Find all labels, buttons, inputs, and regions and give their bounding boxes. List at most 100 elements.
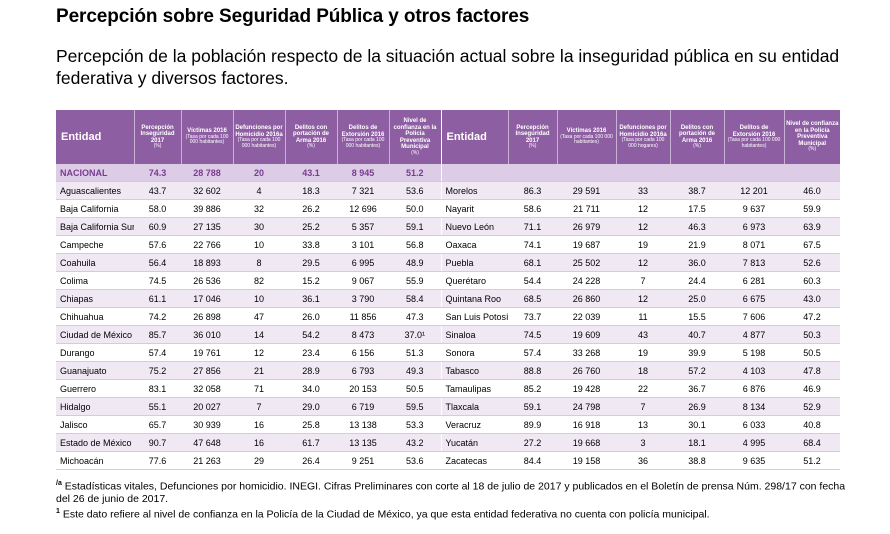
table-cell: 7 321 <box>337 181 389 200</box>
table-row: Hidalgo 55.1 20 027 7 29.0 6 719 59.5 Tlaxcala 5… <box>56 397 840 416</box>
table-header-row: Entidad Percepción Inseguridad 2017 (%) V… <box>56 110 840 164</box>
header-homicidio-left: Defunciones por Homicidio 2016a (Tasa por… <box>232 110 285 164</box>
table-cell: 47.2 <box>784 307 840 326</box>
table-cell: 17.5 <box>670 199 724 218</box>
table-cell: 11 <box>616 307 670 326</box>
table-cell: 12 <box>233 343 285 362</box>
table-cell: 14 <box>233 325 285 344</box>
table-cell: 12 201 <box>724 181 784 200</box>
table-cell: Tabasco <box>440 361 508 380</box>
table-cell: 71.1 <box>508 217 557 236</box>
table-cell: 75.2 <box>134 361 181 380</box>
table-cell: 90.7 <box>134 433 181 452</box>
table-cell: 26 979 <box>557 217 616 236</box>
table-cell: Jalisco <box>56 415 134 434</box>
table-cell: 18.3 <box>285 181 337 200</box>
table-cell: 19 668 <box>557 433 616 452</box>
table-cell: 57.2 <box>670 361 724 380</box>
footnote-a: /a Estadísticas vitales, Defunciones por… <box>56 480 846 505</box>
table-row: Baja California 58.0 39 886 32 26.2 12 696 50.… <box>56 199 840 218</box>
table-cell: 50.5 <box>389 379 441 398</box>
table-cell: 36 <box>616 451 670 470</box>
table-cell: Zacatecas <box>440 451 508 470</box>
table-cell: 6 719 <box>337 397 389 416</box>
table-cell: 16 <box>233 433 285 452</box>
table-cell: 28 788 <box>181 164 233 182</box>
table-cell: 15.2 <box>285 271 337 290</box>
header-victimas-left: Víctimas 2016 (Tasa por cada 100 000 habi… <box>180 110 233 164</box>
table-cell: Aguascalientes <box>56 181 134 200</box>
table-cell: 4 <box>233 181 285 200</box>
table-cell: 57.4 <box>508 343 557 362</box>
table-cell: 47 648 <box>181 433 233 452</box>
table-cell: 11 856 <box>337 307 389 326</box>
table-cell: 74.5 <box>134 271 181 290</box>
table-cell: 6 675 <box>724 289 784 308</box>
table-cell: 4 103 <box>724 361 784 380</box>
table-cell: 21 711 <box>557 199 616 218</box>
table-cell: 26.0 <box>285 307 337 326</box>
table-row: Estado de México 90.7 47 648 16 61.7 13 135 43… <box>56 433 840 452</box>
table-cell: 26 898 <box>181 307 233 326</box>
table-cell: 36.1 <box>285 289 337 308</box>
header-arma-left: Delitos con portación de Arma 2016 (%) <box>284 110 337 164</box>
table-cell: 43.1 <box>285 164 337 182</box>
security-perception-table: Entidad Percepción Inseguridad 2017 (%) V… <box>56 110 840 470</box>
table-cell: 49.3 <box>389 361 441 380</box>
table-row: Aguascalientes 43.7 32 602 4 18.3 7 321 53.6 Mo… <box>56 181 840 200</box>
table-cell: 59.5 <box>389 397 441 416</box>
header-entidad-right: Entidad <box>440 110 508 164</box>
table-cell: 22 <box>616 379 670 398</box>
nacional-row: NACIONAL 74.3 28 788 20 43.1 8 945 51.2 <box>56 164 840 182</box>
table-cell: 40.8 <box>784 415 840 434</box>
table-cell: 51.3 <box>389 343 441 362</box>
table-cell: Guerrero <box>56 379 134 398</box>
table-cell: 4 877 <box>724 325 784 344</box>
header-entidad-left: Entidad <box>56 110 134 164</box>
table-cell: 3 101 <box>337 235 389 254</box>
table-cell: 26 860 <box>557 289 616 308</box>
header-confianza-left: Nivel de confianza en la Policía Prevent… <box>388 110 441 164</box>
table-cell: Durango <box>56 343 134 362</box>
table-cell: 5 357 <box>337 217 389 236</box>
table-cell: 19 609 <box>557 325 616 344</box>
table-cell: 86.3 <box>508 181 557 200</box>
table-cell: 67.5 <box>784 235 840 254</box>
table-cell: Sonora <box>440 343 508 362</box>
footnotes: /a Estadísticas vitales, Defunciones por… <box>56 478 846 521</box>
table-cell: 38.8 <box>670 451 724 470</box>
table-cell: Tamaulipas <box>440 379 508 398</box>
table-cell: 30.1 <box>670 415 724 434</box>
table-row: Colima 74.5 26 536 82 15.2 9 067 55.9 Querétaro… <box>56 271 840 290</box>
table-cell: Colima <box>56 271 134 290</box>
header-arma-right: Delitos con portación de Arma 2016 (%) <box>669 110 724 164</box>
table-cell: 46.0 <box>784 181 840 200</box>
table-cell: 53.6 <box>389 181 441 200</box>
table-cell: 22 039 <box>557 307 616 326</box>
table-cell: 58.6 <box>508 199 557 218</box>
table-cell: Estado de México <box>56 433 134 452</box>
table-cell: 74.2 <box>134 307 181 326</box>
table-row: Chihuahua 74.2 26 898 47 26.0 11 856 47.3 San L… <box>56 307 840 326</box>
table-cell: 56.4 <box>134 253 181 272</box>
table-cell: 85.2 <box>508 379 557 398</box>
table-cell: 7 606 <box>724 307 784 326</box>
table-cell: 3 790 <box>337 289 389 308</box>
table-cell: 37.0¹ <box>389 325 441 344</box>
table-cell: Nuevo León <box>440 217 508 236</box>
table-cell: 10 <box>233 289 285 308</box>
table-cell: 9 251 <box>337 451 389 470</box>
table-cell: 71 <box>233 379 285 398</box>
table-cell: 68.4 <box>784 433 840 452</box>
table-cell: 19 687 <box>557 235 616 254</box>
table-cell: 40.7 <box>670 325 724 344</box>
table-cell: 36.7 <box>670 379 724 398</box>
table-cell: 61.7 <box>285 433 337 452</box>
page-title: Percepción sobre Seguridad Pública y otr… <box>56 6 530 27</box>
header-confianza-right: Nivel de confianza en la Policía Prevent… <box>783 110 840 164</box>
table-cell: 8 <box>233 253 285 272</box>
table-cell: 55.1 <box>134 397 181 416</box>
table-cell: 16 918 <box>557 415 616 434</box>
table-cell: Coahuila <box>56 253 134 272</box>
table-cell: 57.4 <box>134 343 181 362</box>
